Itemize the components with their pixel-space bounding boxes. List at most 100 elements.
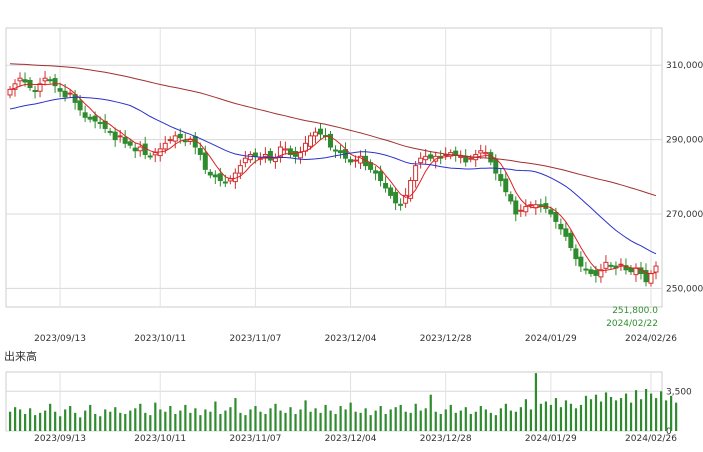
candle-body bbox=[177, 133, 183, 139]
volume-bar bbox=[599, 401, 603, 431]
volume-bar bbox=[79, 417, 82, 431]
volume-bar bbox=[264, 413, 267, 431]
candle-body bbox=[333, 149, 339, 152]
volume-bar bbox=[624, 393, 628, 431]
candle-body bbox=[483, 152, 489, 155]
candle-body bbox=[528, 204, 534, 207]
volume-bar bbox=[539, 403, 543, 431]
candle-body bbox=[488, 152, 494, 163]
volume-bar bbox=[339, 406, 342, 431]
candle-body bbox=[147, 155, 153, 158]
volume-bar bbox=[574, 408, 578, 431]
volume-x-tick-label: 2023/12/04 bbox=[325, 434, 377, 444]
candle-body bbox=[247, 153, 253, 161]
volume-bar bbox=[84, 410, 87, 431]
candle-body bbox=[122, 136, 128, 144]
volume-bar bbox=[514, 411, 517, 431]
volume-bar bbox=[464, 407, 467, 431]
volume-x-tick-label: 2024/01/29 bbox=[525, 434, 577, 444]
price-y-tick-label: 290,000 bbox=[666, 136, 703, 146]
candle-body bbox=[463, 155, 469, 163]
volume-bar bbox=[564, 400, 568, 431]
volume-bar bbox=[209, 411, 212, 431]
volume-bar bbox=[54, 411, 57, 431]
volume-y-tick-label: 3,500 bbox=[666, 387, 692, 397]
volume-bar bbox=[429, 394, 432, 431]
volume-bar bbox=[199, 415, 202, 431]
price-y-tick-label: 250,000 bbox=[666, 284, 703, 294]
volume-bar bbox=[479, 406, 482, 431]
candle-body bbox=[493, 158, 499, 174]
volume-bar bbox=[89, 404, 92, 431]
volume-bar bbox=[484, 409, 487, 431]
volume-bar bbox=[379, 406, 382, 431]
candle-body bbox=[553, 212, 559, 222]
volume-bar bbox=[655, 398, 658, 431]
candle-body bbox=[503, 178, 509, 193]
volume-bar bbox=[279, 410, 282, 431]
candle-body bbox=[408, 180, 414, 199]
volume-bar bbox=[44, 410, 47, 431]
candle-body bbox=[393, 191, 399, 204]
volume-bar bbox=[204, 409, 207, 431]
volume-bar bbox=[294, 413, 297, 431]
candle-body bbox=[317, 128, 323, 135]
candle-body bbox=[498, 174, 504, 182]
volume-bar bbox=[389, 409, 392, 431]
volume-bar bbox=[665, 400, 668, 431]
candle-body bbox=[162, 142, 168, 150]
candle-body bbox=[167, 139, 173, 142]
candle-body bbox=[127, 141, 133, 146]
volume-bar bbox=[494, 415, 497, 431]
volume-bar bbox=[304, 400, 307, 431]
candle-body bbox=[608, 264, 614, 267]
volume-bar bbox=[529, 409, 533, 431]
candle-body bbox=[403, 194, 409, 204]
volume-bar bbox=[670, 395, 673, 431]
candle-body bbox=[37, 83, 43, 92]
candle-body bbox=[428, 154, 434, 159]
volume-bar bbox=[269, 408, 272, 431]
price-panel: 310,000 290,000 270,000 250,000 2023/09/13 20… bbox=[5, 27, 703, 344]
volume-bar bbox=[319, 412, 322, 431]
volume-bar bbox=[349, 402, 352, 431]
price-y-tick-label: 310,000 bbox=[666, 61, 703, 71]
volume-bar bbox=[434, 411, 437, 431]
candle-body bbox=[212, 174, 218, 178]
candle-body bbox=[523, 206, 529, 213]
volume-bar bbox=[499, 408, 502, 431]
volume-bar bbox=[489, 412, 492, 431]
candle-body bbox=[578, 256, 584, 267]
volume-x-tick-label: 2023/11/07 bbox=[229, 434, 281, 444]
volume-bar bbox=[259, 411, 262, 431]
volume-bar bbox=[189, 412, 192, 431]
volume-x-tick-label: 2023/09/13 bbox=[34, 434, 86, 444]
volume-bar bbox=[524, 399, 527, 431]
candle-body bbox=[307, 135, 313, 147]
volume-bar bbox=[384, 413, 387, 431]
volume-bar bbox=[424, 408, 427, 431]
candle-body bbox=[47, 79, 53, 82]
candle-body bbox=[292, 151, 298, 157]
candle-body bbox=[62, 90, 68, 98]
volume-bar bbox=[224, 410, 227, 431]
volume-bar bbox=[14, 407, 17, 431]
volume-bar bbox=[19, 409, 22, 431]
volume-bar bbox=[584, 395, 588, 431]
volume-bar bbox=[554, 398, 558, 431]
candle-body bbox=[603, 261, 609, 269]
candle-body bbox=[418, 157, 424, 164]
candle-body bbox=[72, 94, 78, 103]
candle-body bbox=[508, 194, 514, 202]
candle-body bbox=[628, 267, 634, 273]
volume-bar bbox=[149, 415, 152, 431]
volume-bar bbox=[124, 413, 127, 431]
volume-bar bbox=[129, 410, 132, 431]
candle-body bbox=[653, 265, 659, 273]
candle-body bbox=[57, 88, 63, 92]
volume-bar bbox=[594, 394, 598, 431]
candle-body bbox=[338, 150, 344, 154]
candle-body bbox=[373, 170, 379, 174]
volume-bar bbox=[504, 403, 507, 431]
